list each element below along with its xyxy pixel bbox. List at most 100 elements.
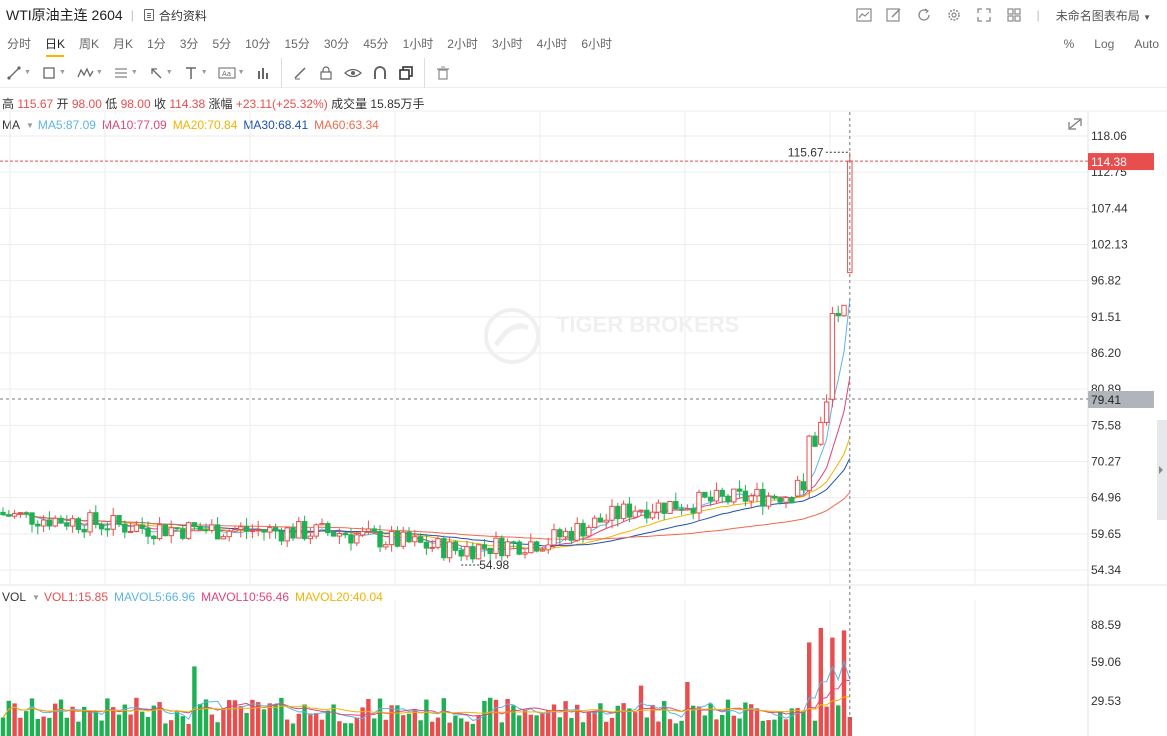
ma-legend-title[interactable]: MA: [2, 118, 20, 132]
volume-bar: [99, 720, 104, 736]
period-tab[interactable]: 日K: [38, 30, 72, 58]
volume-bar: [540, 713, 545, 736]
candle-body: [586, 526, 592, 537]
volume-bar: [18, 717, 23, 736]
rectangle-tool-icon[interactable]: ▼: [41, 58, 66, 88]
measure-tool-icon[interactable]: [255, 58, 271, 88]
candle-body: [336, 532, 343, 537]
volume-bar: [261, 709, 267, 736]
candle-body: [673, 501, 679, 510]
trash-icon[interactable]: [423, 57, 451, 88]
volume-bar: [714, 719, 719, 736]
fullscreen-icon[interactable]: [969, 0, 999, 30]
pen-edit-icon[interactable]: [879, 0, 909, 30]
scale-option[interactable]: %: [1063, 37, 1075, 51]
candle-body: [406, 531, 412, 543]
volume-bar: [517, 715, 522, 736]
ma-legend[interactable]: MA ▼ MA5:87.09 MA10:77.09 MA20:70.84 MA3…: [2, 118, 385, 132]
grid-layout-icon[interactable]: [999, 0, 1029, 30]
lock-icon[interactable]: [318, 58, 334, 88]
magnet-icon[interactable]: [372, 58, 388, 88]
low-marker-label: 54.98: [479, 558, 509, 572]
volume-bar: [563, 701, 568, 736]
volume-bar: [163, 723, 168, 736]
eye-icon[interactable]: [343, 58, 362, 88]
period-tab[interactable]: 45分: [363, 37, 389, 51]
refresh-icon[interactable]: [909, 0, 939, 30]
candle-body: [696, 491, 702, 514]
volume-bar: [702, 715, 707, 736]
text-tool-icon[interactable]: ▼: [185, 66, 208, 79]
period-tab[interactable]: 1分: [147, 37, 166, 51]
candle-body: [713, 489, 720, 502]
candle-body: [562, 530, 569, 538]
candle-body: [371, 528, 377, 533]
change-value: +23.11(+25.32%): [235, 97, 328, 111]
volume-bar: [673, 723, 678, 736]
candle-body: [412, 536, 418, 543]
period-tab[interactable]: 周K: [79, 37, 100, 51]
volume-bar: [528, 714, 533, 736]
mavol5-value: MAVOL5:66.96: [114, 590, 196, 604]
copy-icon[interactable]: [398, 58, 414, 88]
candle-body: [98, 523, 105, 530]
period-tab[interactable]: 15分: [284, 37, 310, 51]
high-label: 高: [2, 97, 15, 111]
candle-body: [609, 505, 615, 521]
label-tool-icon[interactable]: Aa ▼: [218, 58, 245, 88]
vol-legend[interactable]: VOL ▼ VOL1:15.85 MAVOL5:66.96 MAVOL10:56…: [2, 590, 389, 604]
volume-bar: [151, 705, 156, 736]
candle-body: [783, 496, 789, 503]
volume-bar: [609, 717, 615, 736]
candle-body: [736, 488, 743, 492]
wave-tool-icon[interactable]: ▼: [76, 58, 103, 88]
period-tab[interactable]: 4小时: [536, 37, 568, 51]
gear-icon[interactable]: [939, 0, 969, 30]
arrow-tool-icon[interactable]: ▼: [148, 58, 173, 88]
chevron-down-icon[interactable]: ▼: [32, 592, 40, 602]
period-tab[interactable]: 3小时: [491, 37, 523, 51]
period-tab[interactable]: 3分: [179, 37, 199, 51]
volume-bar: [192, 666, 197, 736]
candle-body: [267, 527, 273, 533]
volume-bar: [47, 717, 52, 736]
expand-icon[interactable]: [1068, 118, 1082, 130]
period-tab[interactable]: 月K: [113, 37, 134, 51]
period-tab[interactable]: 2小时: [447, 37, 478, 51]
line-tool-icon[interactable]: ▼: [6, 58, 31, 88]
candle-body: [104, 528, 111, 531]
contract-info-link[interactable]: 合约资料: [143, 7, 207, 24]
volume-bar: [615, 705, 620, 736]
candle-body: [591, 517, 598, 528]
layout-name-dropdown[interactable]: 未命名图表布局 ▼: [1055, 8, 1151, 23]
chart-line-icon[interactable]: [849, 0, 879, 30]
period-tab[interactable]: 5分: [212, 37, 232, 51]
candle-body: [46, 519, 53, 527]
scale-option[interactable]: Log: [1094, 37, 1115, 51]
price-axis[interactable]: 118.06112.75107.44102.1396.8291.5186.208…: [1091, 129, 1128, 708]
period-tab[interactable]: 分时: [7, 37, 32, 51]
candle-body: [319, 523, 325, 526]
mavol10-line: [2, 679, 850, 718]
candle-body: [539, 549, 546, 552]
candle-body: [284, 527, 290, 542]
symbol-title[interactable]: WTI原油主连 2604: [6, 7, 123, 23]
period-tab[interactable]: 30分: [323, 37, 350, 51]
candle-body: [429, 546, 435, 549]
candle-body: [557, 529, 563, 538]
candle-body: [238, 526, 244, 530]
candle-body: [464, 546, 470, 557]
chevron-down-icon[interactable]: ▼: [26, 120, 34, 130]
period-tab[interactable]: 1小时: [402, 37, 434, 51]
period-tab[interactable]: 6小时: [581, 37, 612, 51]
fib-tool-icon[interactable]: ▼: [114, 68, 138, 77]
period-tab[interactable]: 10分: [245, 37, 271, 51]
scale-option[interactable]: Auto: [1134, 37, 1159, 51]
volume-bar: [354, 717, 359, 736]
vol-legend-title[interactable]: VOL: [2, 590, 27, 604]
brush-icon[interactable]: [280, 57, 308, 88]
volume-bar: [470, 723, 475, 736]
volume-bar: [430, 721, 435, 736]
candle-body: [400, 531, 406, 547]
